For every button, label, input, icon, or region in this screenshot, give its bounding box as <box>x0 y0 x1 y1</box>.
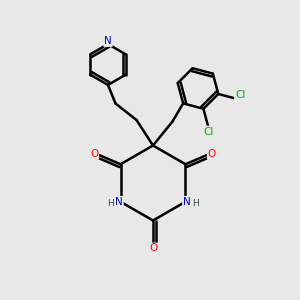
Text: H: H <box>193 199 200 208</box>
Text: O: O <box>90 149 98 159</box>
Text: O: O <box>149 243 157 254</box>
Text: N: N <box>115 197 123 207</box>
Text: O: O <box>208 149 216 159</box>
Text: N: N <box>183 197 191 207</box>
Text: Cl: Cl <box>203 127 213 136</box>
Text: H: H <box>106 199 113 208</box>
Text: Cl: Cl <box>235 90 245 100</box>
Text: N: N <box>104 36 112 46</box>
